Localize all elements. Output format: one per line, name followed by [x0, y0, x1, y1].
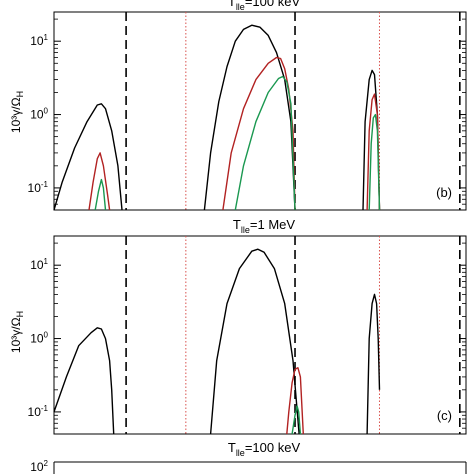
panel-c-frame — [53, 235, 467, 435]
panel-c-guides — [125, 236, 461, 434]
panel-c-curves — [53, 248, 381, 435]
y-tick-label: 100 — [30, 107, 48, 122]
panel-c: Tlle=1 MeV 10³γ/ΩH 10-1 100 101 (c) — [9, 217, 467, 435]
y-tick-label: 100 — [30, 331, 48, 346]
panel-d-partial: Tlle=100 keV 102 — [30, 440, 467, 474]
panel-b-curves — [53, 24, 381, 211]
panel-b-ylabel: 10³γ/ΩH — [9, 91, 25, 133]
curve-green — [368, 113, 381, 211]
panel-c-title: Tlle=1 MeV — [233, 217, 295, 235]
panel-d-title: Tlle=100 keV — [228, 440, 301, 458]
curve-green — [94, 178, 107, 211]
panel-b-guides — [125, 12, 461, 210]
curve-black — [366, 293, 381, 435]
curve-black — [53, 103, 123, 211]
y-tick-label: 101 — [30, 257, 48, 272]
curve-black — [203, 24, 296, 211]
curve-black — [209, 248, 300, 435]
curve-red — [88, 152, 111, 211]
y-tick-label: 10-1 — [28, 180, 49, 195]
panel-d-y-tick-label: 102 — [30, 459, 48, 474]
curve-black — [53, 327, 115, 435]
curve-green — [234, 75, 296, 211]
y-tick-label: 10-1 — [28, 404, 49, 419]
panel-c-label: (c) — [437, 408, 452, 423]
panel-b: Tlle=100 keV 10³γ/ΩH 10-1 100 101 (b) — [9, 0, 467, 211]
panel-c-y-ticks: 10-1 100 101 — [28, 242, 466, 435]
panel-c-ylabel: 10³γ/ΩH — [9, 311, 25, 353]
panel-b-title: Tlle=100 keV — [228, 0, 301, 12]
curve-red — [286, 367, 304, 435]
panel-b-frame — [53, 11, 467, 211]
y-tick-label: 101 — [30, 33, 48, 48]
panel-b-label: (b) — [436, 185, 452, 200]
curve-green — [291, 405, 302, 435]
